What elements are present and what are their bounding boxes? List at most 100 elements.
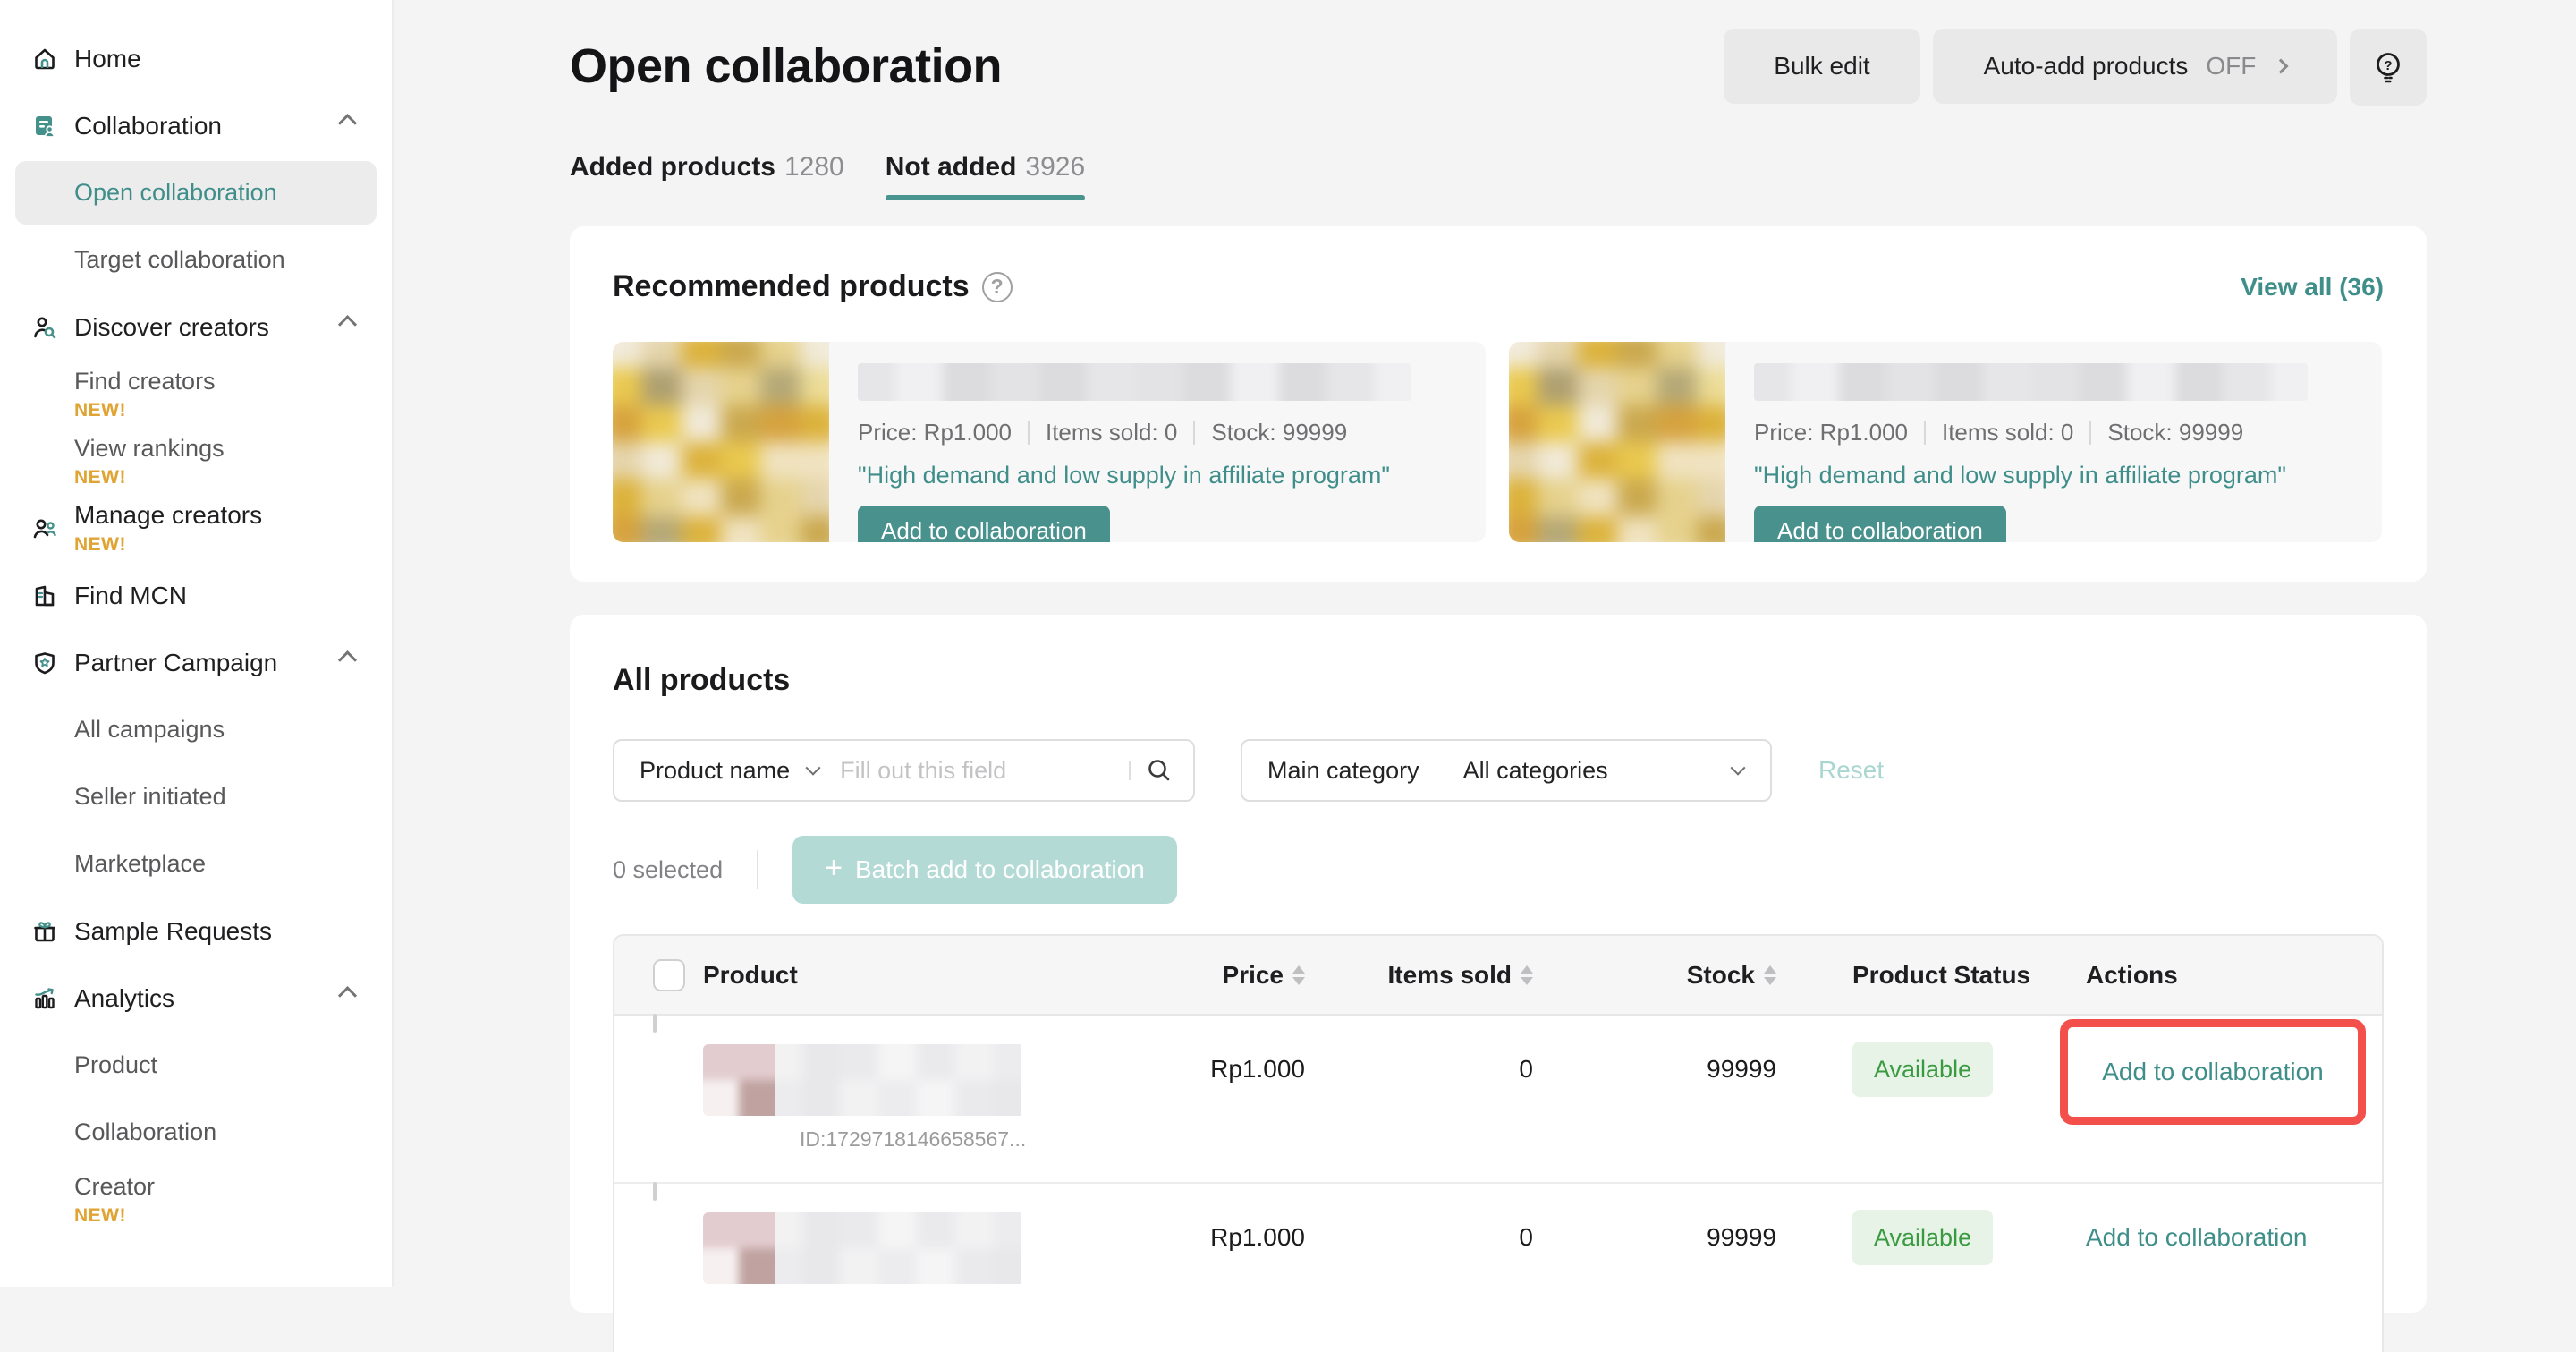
sidebar-item-target-collaboration[interactable]: Target collaboration xyxy=(0,226,392,293)
product-name-filter: Product name xyxy=(613,739,1195,802)
highlight-annotation-box: Add to collaboration xyxy=(2060,1019,2366,1125)
batch-add-label: Batch add to collaboration xyxy=(854,855,1145,883)
sidebar-item-sample-requests[interactable]: Sample Requests xyxy=(0,897,392,965)
sidebar-item-home[interactable]: Home xyxy=(0,25,392,92)
sidebar-item-collaboration[interactable]: Collaboration xyxy=(0,92,392,159)
table-header-row: Product Price Items sold Stock Product S… xyxy=(614,936,2382,1016)
sidebar-item-analytics-collaboration[interactable]: Collaboration xyxy=(0,1099,392,1166)
sidebar: Home Collaboration Open collaboration Ta… xyxy=(0,0,394,1287)
tab-added-products[interactable]: Added products 1280 xyxy=(570,152,844,200)
view-all-link[interactable]: View all (36) xyxy=(2241,272,2384,301)
add-to-collaboration-button[interactable]: Add to collaboration xyxy=(858,506,1110,542)
sidebar-item-analytics-creator[interactable]: Creator NEW! xyxy=(0,1166,392,1233)
bulk-edit-button[interactable]: Bulk edit xyxy=(1724,29,1920,104)
sidebar-item-discover-creators[interactable]: Discover creators xyxy=(0,293,392,361)
active-tab-underline xyxy=(885,195,1086,200)
divider xyxy=(1129,761,1131,780)
column-label: Items sold xyxy=(1387,960,1512,989)
main-category-filter[interactable]: Main category All categories xyxy=(1241,739,1772,802)
product-name-blurred xyxy=(775,1212,1021,1284)
new-badge: NEW! xyxy=(74,1204,126,1226)
sidebar-item-manage-creators[interactable]: Manage creators NEW! xyxy=(0,495,392,562)
new-badge: NEW! xyxy=(74,399,126,421)
chevron-down-icon xyxy=(1730,760,1746,776)
sort-icon[interactable] xyxy=(1521,965,1533,985)
chevron-down-icon[interactable] xyxy=(805,760,821,776)
manage-creators-icon xyxy=(32,516,57,541)
sidebar-item-view-rankings[interactable]: View rankings NEW! xyxy=(0,428,392,495)
sidebar-item-seller-initiated[interactable]: Seller initiated xyxy=(0,763,392,830)
sidebar-item-find-mcn[interactable]: Find MCN xyxy=(0,562,392,629)
sample-requests-icon xyxy=(32,919,57,944)
column-header-stock[interactable]: Stock xyxy=(1533,936,1776,1014)
add-to-collaboration-button[interactable]: Add to collaboration xyxy=(1754,506,2006,542)
product-stock: Stock: 99999 xyxy=(1211,419,1348,446)
sidebar-item-label: Seller initiated xyxy=(74,783,226,810)
sidebar-item-all-campaigns[interactable]: All campaigns xyxy=(0,696,392,763)
recommended-products-card: Recommended products ? View all (36) Pri… xyxy=(570,226,2427,582)
divider xyxy=(757,850,759,889)
all-products-title: All products xyxy=(613,663,791,697)
product-title-blurred xyxy=(858,363,1412,401)
select-all-checkbox[interactable] xyxy=(653,958,685,991)
search-icon[interactable] xyxy=(1145,756,1174,785)
chevron-up-icon[interactable] xyxy=(337,114,358,133)
sidebar-item-analytics-product[interactable]: Product xyxy=(0,1032,392,1099)
filter-field-selector[interactable]: Product name xyxy=(640,756,791,784)
stock-value: 99999 xyxy=(1707,1223,1776,1251)
tab-not-added[interactable]: Not added 3926 xyxy=(885,152,1086,200)
tab-label: Added products xyxy=(570,152,775,182)
sort-icon[interactable] xyxy=(1764,965,1776,985)
product-image-blurred xyxy=(1509,342,1725,542)
sidebar-item-label: Creator xyxy=(74,1172,156,1200)
product-items-sold: Items sold: 0 xyxy=(1045,419,1178,446)
auto-add-products-button[interactable]: Auto-add products OFF xyxy=(1933,29,2337,104)
column-header-price[interactable]: Price xyxy=(1171,936,1305,1014)
tab-count: 3926 xyxy=(1025,152,1086,182)
batch-add-button[interactable]: + Batch add to collaboration xyxy=(792,836,1177,904)
row-checkbox[interactable] xyxy=(653,1182,657,1201)
category-filter-label: Main category xyxy=(1267,756,1419,784)
sidebar-item-partner-campaign[interactable]: Partner Campaign xyxy=(0,629,392,696)
sort-icon[interactable] xyxy=(1292,965,1305,985)
status-badge: Available xyxy=(1852,1210,1994,1265)
recommended-product-card: Price: Rp1.000 Items sold: 0 Stock: 9999… xyxy=(1509,342,2382,542)
add-to-collaboration-link[interactable]: Add to collaboration xyxy=(2102,1058,2324,1085)
sidebar-item-label: Partner Campaign xyxy=(74,648,278,676)
product-image-blurred xyxy=(613,342,829,542)
column-header-product-status: Product Status xyxy=(1852,960,2031,989)
sidebar-item-find-creators[interactable]: Find creators NEW! xyxy=(0,361,392,428)
new-badge: NEW! xyxy=(74,534,126,555)
chevron-up-icon[interactable] xyxy=(337,650,358,670)
reset-button[interactable]: Reset xyxy=(1818,756,1885,784)
product-name-blurred xyxy=(775,1044,1021,1116)
chevron-up-icon[interactable] xyxy=(337,315,358,335)
svg-text:?: ? xyxy=(2384,58,2392,73)
stock-value: 99999 xyxy=(1707,1055,1776,1083)
column-header-items-sold[interactable]: Items sold xyxy=(1305,936,1533,1014)
add-to-collaboration-link[interactable]: Add to collaboration xyxy=(2086,1223,2308,1251)
search-input[interactable] xyxy=(840,756,1129,785)
product-price: Price: Rp1.000 xyxy=(858,419,1012,446)
recommended-product-card: Price: Rp1.000 Items sold: 0 Stock: 9999… xyxy=(613,342,1486,542)
help-lamp-icon: ? xyxy=(2369,48,2407,86)
sidebar-item-label: All campaigns xyxy=(74,716,225,743)
product-thumbnail-blurred xyxy=(703,1044,775,1116)
row-checkbox[interactable] xyxy=(653,1014,657,1033)
price-value: Rp1.000 xyxy=(1210,1055,1305,1083)
product-items-sold: Items sold: 0 xyxy=(1941,419,2074,446)
find-mcn-icon xyxy=(32,583,57,608)
sidebar-item-label: Target collaboration xyxy=(74,246,285,273)
question-circle-icon[interactable]: ? xyxy=(981,271,1013,302)
sidebar-item-label: Marketplace xyxy=(74,850,207,877)
chevron-up-icon[interactable] xyxy=(337,986,358,1006)
sidebar-item-label: Analytics xyxy=(74,983,175,1012)
selected-count: 0 selected xyxy=(613,855,724,883)
divider xyxy=(2089,421,2092,445)
auto-add-state: OFF xyxy=(2206,52,2257,80)
status-badge: Available xyxy=(1852,1042,1994,1097)
help-button[interactable]: ? xyxy=(2350,29,2427,106)
sidebar-item-analytics[interactable]: Analytics xyxy=(0,965,392,1032)
sidebar-item-open-collaboration[interactable]: Open collaboration xyxy=(0,159,392,226)
sidebar-item-marketplace[interactable]: Marketplace xyxy=(0,830,392,897)
